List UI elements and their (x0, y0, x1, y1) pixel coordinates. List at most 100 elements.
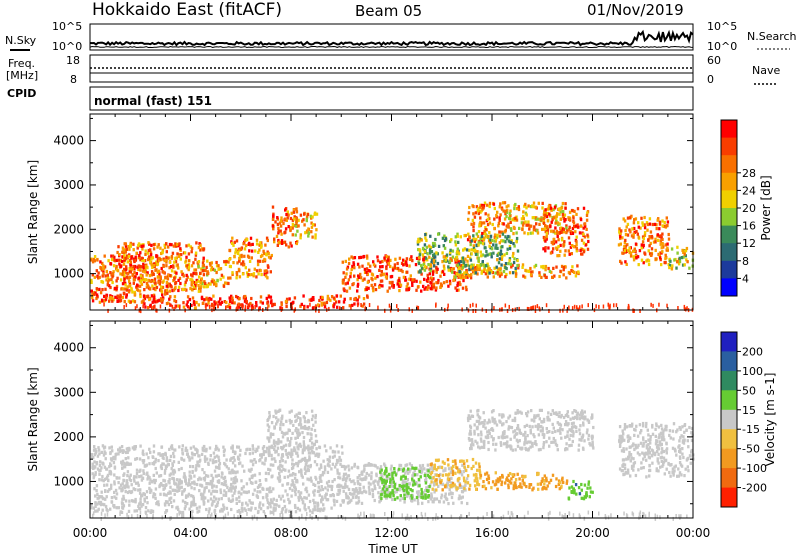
range-cell (248, 452, 252, 456)
range-cell (565, 224, 568, 228)
range-cell (131, 266, 134, 271)
range-cell (576, 223, 579, 227)
range-cell (591, 442, 594, 446)
range-cell (211, 499, 215, 503)
range-cell (486, 223, 490, 227)
range-cell (321, 487, 325, 492)
range-cell (535, 443, 538, 447)
range-cell (152, 444, 156, 448)
range-cell (552, 216, 555, 220)
range-cell (103, 465, 107, 469)
range-cell (417, 495, 420, 499)
range-cell (471, 268, 475, 272)
range-cell (316, 489, 320, 493)
range-cell (374, 276, 377, 280)
range-cell (433, 242, 436, 246)
range-cell (464, 285, 468, 289)
range-cell (122, 504, 126, 508)
range-cell (191, 288, 194, 292)
range-cell (163, 259, 166, 263)
range-cell (442, 244, 445, 248)
range-cell (314, 233, 317, 237)
range-cell (247, 490, 250, 494)
range-cell (126, 450, 129, 454)
range-cell (291, 218, 295, 222)
range-cell (212, 294, 215, 298)
range-cell (347, 261, 351, 266)
range-cell (545, 427, 548, 431)
range-cell (297, 447, 300, 451)
range-cell (513, 416, 517, 420)
range-cell (668, 263, 672, 267)
range-cell (310, 230, 313, 234)
range-cell (168, 266, 171, 270)
range-cell (487, 447, 490, 452)
range-cell (197, 279, 200, 283)
range-cell (371, 286, 375, 291)
range-cell (102, 453, 106, 457)
range-cell (401, 479, 405, 483)
range-cell (297, 224, 300, 228)
range-cell (171, 505, 174, 509)
range-cell (379, 273, 382, 277)
range-cell (663, 220, 666, 225)
range-cell (128, 475, 131, 479)
range-cell (282, 240, 285, 245)
range-cell (203, 486, 206, 490)
range-cell (381, 259, 384, 264)
range-cell (449, 248, 452, 252)
range-cell (519, 431, 523, 435)
range-cell (150, 257, 153, 261)
noise-search-label: N.Search (747, 30, 797, 43)
range-cell (434, 237, 437, 242)
range-cell (535, 414, 539, 418)
range-cell (142, 304, 144, 309)
range-cell (148, 257, 151, 261)
range-cell (300, 472, 303, 476)
range-cell (353, 482, 356, 486)
range-cell (160, 266, 163, 271)
range-cell (285, 212, 288, 217)
range-cell (534, 440, 537, 444)
range-cell (540, 275, 543, 279)
range-cell (570, 422, 574, 426)
range-cell (554, 231, 557, 235)
range-cell (472, 212, 475, 216)
range-cell (203, 488, 206, 492)
range-cell (568, 252, 571, 256)
range-cell (320, 303, 323, 307)
range-cell (586, 428, 589, 432)
range-cell (182, 274, 185, 278)
range-cell (129, 265, 132, 269)
range-cell (172, 288, 176, 292)
range-cell (313, 223, 316, 227)
range-cell (123, 253, 126, 257)
range-cell (628, 250, 631, 255)
range-cell (128, 279, 131, 283)
range-cell (495, 265, 498, 269)
range-cell (233, 491, 236, 495)
range-cell (290, 226, 293, 230)
range-cell (357, 496, 360, 500)
range-cell (307, 231, 311, 235)
range-cell (366, 280, 370, 284)
range-cell (197, 464, 201, 468)
range-cell (241, 509, 244, 513)
range-cell (321, 470, 325, 475)
range-cell (419, 280, 422, 284)
range-cell (648, 244, 651, 248)
range-cell (431, 468, 435, 473)
range-cell (359, 487, 362, 491)
range-cell (285, 304, 288, 309)
range-cell (509, 220, 512, 224)
range-cell (201, 281, 204, 285)
range-cell (326, 488, 329, 492)
range-cell (525, 414, 529, 418)
range-cell (441, 236, 445, 240)
range-cell (578, 231, 582, 235)
range-cell (127, 245, 130, 249)
range-cell (367, 462, 371, 466)
range-cell (267, 453, 271, 458)
range-cell (106, 509, 109, 513)
range-cell (643, 233, 647, 237)
